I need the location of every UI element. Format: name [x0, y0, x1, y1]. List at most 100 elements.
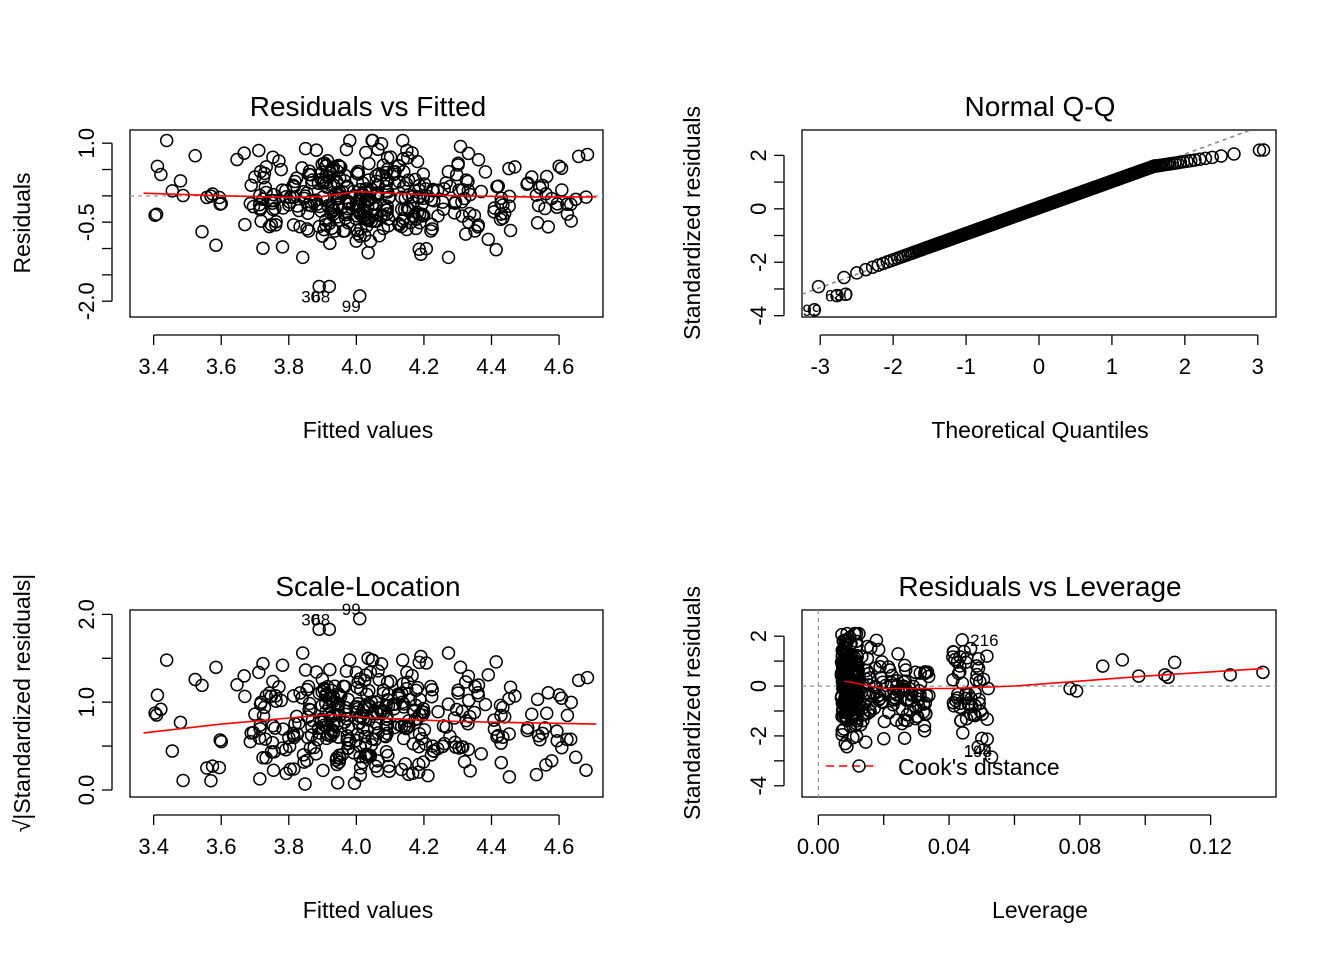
data-point: [972, 696, 986, 711]
data-point: [279, 743, 293, 757]
data-point: [845, 695, 860, 710]
data-point: [1223, 668, 1237, 682]
data-point: [252, 197, 267, 212]
data-point: [864, 641, 878, 655]
data-point: [204, 773, 218, 788]
data-point: [295, 161, 309, 175]
data-point: [487, 205, 501, 219]
data-point: [541, 220, 556, 234]
data-point: [331, 210, 345, 224]
data-point: [253, 718, 268, 732]
data-point: [461, 693, 476, 708]
data-point: [563, 732, 578, 746]
data-point: [533, 732, 547, 747]
x-tick-label: 0.00: [797, 834, 840, 859]
data-point: [909, 701, 923, 716]
data-point: [555, 183, 569, 197]
x-axis-label: Fitted values: [303, 897, 433, 923]
data-point: [394, 762, 409, 777]
data-point: [917, 723, 932, 738]
data-point: [330, 192, 344, 207]
data-point: [858, 735, 873, 749]
data-point: [341, 202, 356, 216]
data-point: [441, 164, 456, 179]
data-point: [237, 146, 251, 160]
data-point: [431, 209, 445, 223]
data-point: [478, 697, 493, 712]
plot-frame: [801, 609, 1277, 798]
data-point: [405, 668, 419, 683]
data-point: [165, 184, 180, 198]
point-label: 68: [311, 287, 330, 306]
data-point: [214, 734, 229, 749]
data-point: [286, 689, 301, 703]
data-point: [980, 712, 994, 727]
x-tick-label: 3.8: [273, 834, 304, 859]
data-point: [400, 201, 415, 216]
data-point: [363, 749, 377, 764]
data-point: [209, 238, 223, 252]
x-tick-label: 3.4: [138, 354, 169, 379]
data-point: [908, 711, 923, 726]
data-point: [481, 668, 496, 682]
data-point: [491, 179, 506, 193]
data-point: [449, 167, 464, 182]
data-point: [150, 688, 165, 702]
data-point: [530, 692, 545, 707]
legend-label: Cook's distance: [898, 754, 1060, 780]
data-point: [1252, 143, 1267, 157]
data-point: [330, 750, 344, 765]
data-point: [312, 622, 326, 637]
data-point: [1095, 659, 1110, 673]
data-point: [243, 196, 258, 211]
data-point: [374, 657, 389, 671]
data-point: [338, 211, 353, 225]
data-point: [230, 152, 244, 167]
data-point: [541, 686, 556, 700]
panel-title: Scale-Location: [275, 571, 460, 602]
data-point: [292, 203, 306, 218]
data-point: [496, 730, 510, 744]
data-point: [394, 719, 409, 734]
data-point: [447, 206, 462, 220]
data-point: [148, 208, 162, 222]
data-point: [298, 663, 313, 677]
data-point: [494, 755, 509, 770]
data-point: [579, 763, 593, 777]
data-point: [395, 653, 410, 667]
plot-frame: [129, 609, 604, 798]
data-point: [529, 767, 544, 782]
data-point: [248, 170, 262, 184]
data-point: [252, 665, 266, 680]
data-point: [531, 198, 546, 213]
data-point: [529, 188, 544, 202]
x-tick-label: 3.8: [273, 354, 304, 379]
data-point: [1198, 151, 1213, 166]
data-point: [980, 732, 994, 746]
data-point: [149, 207, 164, 222]
data-point: [841, 632, 856, 647]
data-point: [253, 722, 267, 736]
data-point: [834, 666, 849, 681]
data-point: [489, 655, 503, 669]
data-point: [956, 726, 970, 740]
data-point: [424, 679, 438, 694]
y-tick-label: 0: [746, 203, 771, 215]
x-axis-label: Fitted values: [303, 417, 433, 443]
data-point: [339, 711, 354, 726]
data-point: [266, 202, 280, 217]
data-point: [324, 206, 338, 220]
data-point: [274, 693, 288, 708]
data-point: [419, 656, 434, 670]
data-point: [494, 708, 508, 723]
point-label: 68: [825, 287, 844, 306]
data-point: [856, 678, 870, 692]
data-point: [1069, 684, 1084, 698]
data-point: [269, 214, 283, 229]
data-point: [359, 145, 373, 160]
data-point: [401, 188, 416, 202]
data-point: [1063, 681, 1077, 696]
plot-frame: [801, 129, 1277, 318]
data-point: [471, 152, 486, 167]
